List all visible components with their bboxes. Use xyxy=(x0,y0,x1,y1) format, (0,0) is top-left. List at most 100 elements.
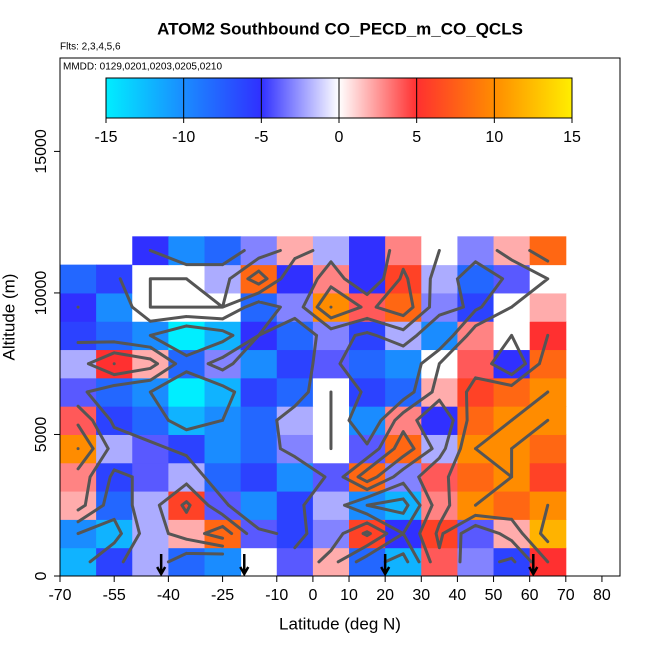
colorbar-tick-label: -5 xyxy=(254,129,268,146)
heat-cell xyxy=(529,434,567,464)
heat-cell xyxy=(240,434,278,464)
chart-title: ATOM2 Southbound CO_PECD_m_CO_QCLS xyxy=(157,19,523,38)
flight-marker xyxy=(380,554,391,577)
heat-cell xyxy=(240,462,278,492)
heat-cell xyxy=(529,519,567,549)
x-tick-label: 20 xyxy=(376,587,394,604)
x-tick-label: 0 xyxy=(308,587,317,604)
heat-cell xyxy=(240,406,278,435)
heat-cell xyxy=(385,236,422,266)
x-tick-label: 50 xyxy=(485,587,503,604)
heat-cell xyxy=(204,462,242,492)
heat-cell xyxy=(96,462,133,492)
heat-cell xyxy=(240,349,278,379)
heat-cell xyxy=(349,349,386,379)
heat-cell xyxy=(385,349,422,379)
heat-cell xyxy=(168,377,206,407)
plot-frame xyxy=(59,57,621,577)
heat-cell xyxy=(276,462,314,492)
contour-line xyxy=(76,248,550,564)
heat-cell xyxy=(60,264,97,294)
y-tick-label: 10000 xyxy=(33,271,50,316)
heat-cell xyxy=(204,236,242,266)
x-tick-label: -55 xyxy=(103,587,126,604)
heat-cell xyxy=(385,434,422,464)
y-tick-label: 5000 xyxy=(33,417,50,453)
heat-cell xyxy=(132,434,169,464)
heat-cell xyxy=(529,292,567,322)
heatmap xyxy=(60,236,567,576)
heat-cell xyxy=(204,434,242,464)
heat-cell xyxy=(493,491,531,520)
heat-cell xyxy=(132,349,169,379)
colorbar-tick-label: 15 xyxy=(563,129,581,146)
heat-cell xyxy=(96,321,133,351)
subtitle: Flts: 2,3,4,5,6 xyxy=(60,42,121,53)
heat-cell xyxy=(349,236,386,266)
heat-cell xyxy=(529,349,567,379)
x-tick-label: 70 xyxy=(557,587,575,604)
heat-cell xyxy=(168,519,206,549)
contour-line xyxy=(76,324,410,564)
heat-cell xyxy=(421,264,458,294)
heat-cell xyxy=(60,321,97,351)
x-tick-label: 60 xyxy=(521,587,539,604)
contours xyxy=(76,248,550,564)
x-tick-label: 10 xyxy=(340,587,358,604)
x-tick-label: 80 xyxy=(593,587,611,604)
heat-cell xyxy=(240,377,278,407)
heat-cell xyxy=(529,462,567,492)
flight-marker xyxy=(239,554,250,577)
heat-cell xyxy=(276,349,314,379)
x-tick-label: -10 xyxy=(265,587,288,604)
colorbar-tick-label: 10 xyxy=(485,129,503,146)
heat-cell xyxy=(457,377,495,407)
y-axis-label: Altitude (m) xyxy=(0,274,18,361)
y-tick-label: 0 xyxy=(33,571,50,580)
colorbar-tick-label: 0 xyxy=(335,129,344,146)
heat-cell xyxy=(385,547,422,576)
heat-cell xyxy=(276,321,314,351)
x-tick-label: -70 xyxy=(48,587,71,604)
heat-cell xyxy=(276,264,314,294)
heat-cell xyxy=(276,491,314,520)
heat-cell xyxy=(457,349,495,379)
heat-cell xyxy=(204,547,242,576)
contour-line xyxy=(76,305,550,544)
colorbar-tick-label: -10 xyxy=(172,129,195,146)
heat-cell xyxy=(385,491,422,520)
x-axis-label: Latitude (deg N) xyxy=(279,614,401,633)
flight-marker xyxy=(156,554,167,577)
heat-cell xyxy=(457,547,495,576)
flight-marker xyxy=(528,554,539,577)
heat-cell xyxy=(421,292,458,322)
heat-cell xyxy=(276,406,314,435)
annotation: MMDD: 0129,0201,0203,0205,0210 xyxy=(63,62,222,73)
heat-cell xyxy=(276,547,314,576)
y-tick-label: 15000 xyxy=(33,129,50,174)
contour-line xyxy=(76,248,550,564)
heat-cell xyxy=(349,264,386,294)
heat-cell xyxy=(457,462,495,492)
heat-cell xyxy=(96,264,133,294)
x-tick-label: -40 xyxy=(157,587,180,604)
heat-cell xyxy=(168,462,206,492)
heat-cell xyxy=(457,406,495,435)
heat-cell xyxy=(240,491,278,520)
x-tick-label: 40 xyxy=(449,587,467,604)
heat-cell xyxy=(60,491,97,520)
colorbar-tick-label: 5 xyxy=(412,129,421,146)
heat-cell xyxy=(60,406,97,435)
contour-line xyxy=(76,248,517,564)
heat-cell xyxy=(132,462,169,492)
heat-cell xyxy=(204,264,242,294)
x-tick-label: 30 xyxy=(412,587,430,604)
heat-cell xyxy=(168,434,206,464)
heat-cell xyxy=(493,264,531,294)
x-tick-label: -25 xyxy=(211,587,234,604)
axes: -70 -55 -40 -25 -10 0 10 20 30 40 50 60 70 8005000100… xyxy=(33,129,611,604)
colorbar-tick-label: -15 xyxy=(94,129,117,146)
heat-cell xyxy=(240,236,278,266)
